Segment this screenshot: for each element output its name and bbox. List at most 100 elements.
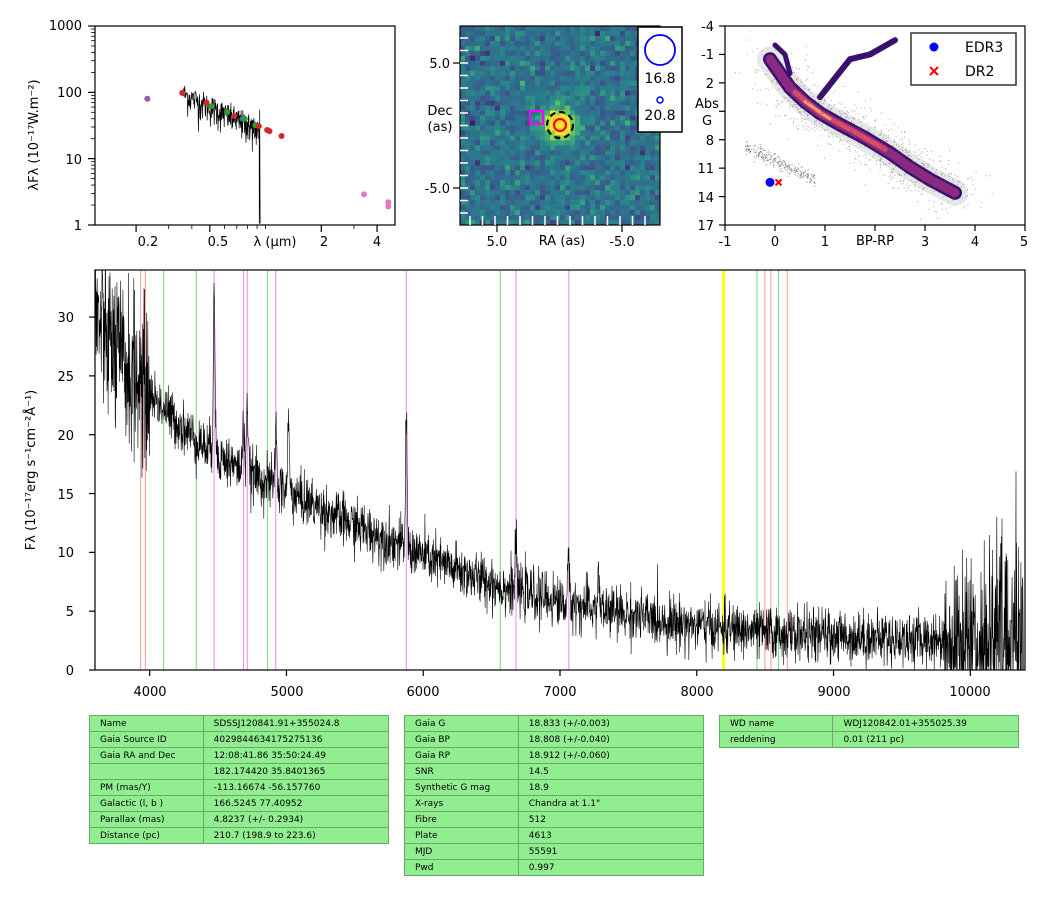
- spectrum-xtick-9000: 9000: [817, 685, 850, 700]
- hr-xtick-minus1: -1: [719, 235, 732, 250]
- spectrum-xtick-10000: 10000: [949, 685, 990, 700]
- spectral-line-markers: [140, 270, 788, 670]
- hr-ticks: [719, 25, 1026, 231]
- table-value: 0.997: [517, 859, 705, 876]
- hr-xtick-0: 0: [771, 235, 779, 250]
- spectrum-ytick-15: 15: [57, 488, 74, 503]
- table-row: Synthetic G mag 18.9: [404, 779, 705, 796]
- table-key: Synthetic G mag: [404, 779, 519, 796]
- table-key: WD name: [718, 715, 834, 732]
- table-value: 18.9: [517, 779, 705, 796]
- spectrum-ytick-labels: 0 5 10 15 20 25 30: [57, 311, 74, 679]
- hr-ytick-minus1: -1: [701, 48, 714, 63]
- spectrum-flux-path: [95, 270, 1025, 670]
- spectrum-xtick-7000: 7000: [543, 685, 576, 700]
- sed-point-3: [208, 103, 215, 110]
- table-value: 18.808 (+/-0.040): [517, 731, 705, 748]
- hr-panel: EDR3 DR2 -4 -1 2 8 11 14 17 Abs G -1 0 1…: [695, 20, 1028, 250]
- spectrum-xtick-5000: 5000: [270, 685, 303, 700]
- table-row: Distance (pc) 210.7 (198.9 to 223.6): [89, 827, 390, 844]
- spectrum-ytick-10: 10: [57, 546, 74, 561]
- mag-16.8-icon: [644, 34, 676, 66]
- table-row: Gaia RP 18.912 (+/-0.060): [404, 747, 705, 764]
- sed-point-15: [385, 203, 392, 210]
- table-value: 0.01 (211 pc): [832, 731, 1019, 748]
- table-value: 166.5245 77.40952: [202, 795, 390, 812]
- hr-ytick-2: 2: [706, 77, 714, 92]
- table-key: X-rays: [404, 795, 519, 812]
- hr-ytick-minus4: -4: [701, 20, 714, 35]
- table-key: Name: [89, 715, 204, 732]
- hr-ytick-14: 14: [697, 191, 714, 206]
- gaia-aperture-circle: [545, 110, 575, 140]
- table-row: Pwd 0.997: [404, 859, 705, 876]
- sed-point-1: [179, 89, 186, 96]
- spectrum-xtick-labels: 4000 5000 6000 7000 8000 9000 10000: [133, 685, 990, 700]
- sed-point-7: [241, 115, 248, 122]
- hr-xtick-4: 4: [971, 235, 979, 250]
- sed-xtick-0.2: 0.2: [138, 235, 159, 250]
- table-key: Plate: [404, 827, 519, 844]
- hr-ytick-17: 17: [697, 219, 714, 234]
- table-row: WD name WDJ120842.01+355025.39: [718, 715, 1019, 732]
- hr-ylabel-line1: Abs: [695, 97, 719, 112]
- table-row: Gaia BP 18.808 (+/-0.040): [404, 731, 705, 748]
- table-row: Gaia G 18.833 (+/-0.003): [404, 715, 705, 732]
- spectrum-ytick-0: 0: [66, 664, 74, 679]
- spectrum-ylabel: Fλ (10⁻¹⁷erg s⁻¹cm⁻²Å⁻¹): [23, 390, 39, 550]
- spectrum-ytick-5: 5: [66, 605, 74, 620]
- sed-photometry-points: [144, 89, 392, 210]
- table-value: 12:08:41.86 35:50:24.49: [202, 747, 390, 764]
- table-value: -113.16674 -56.157760: [202, 779, 390, 796]
- table-value: 4.8237 (+/- 0.2934): [202, 811, 390, 828]
- table-key: [89, 763, 204, 780]
- sed-ylabel: λFλ (10⁻¹⁷W.m⁻²): [27, 79, 42, 190]
- sed-ytick-1000: 1000: [49, 19, 82, 34]
- gaia-dr2-position-marker: [529, 110, 544, 125]
- table-value: WDJ120842.01+355025.39: [832, 715, 1019, 732]
- table-key: Distance (pc): [89, 827, 204, 844]
- sed-point-14: [385, 199, 392, 206]
- table-value: 18.833 (+/-0.003): [517, 715, 705, 732]
- hr-density-map: [735, 30, 993, 220]
- image-xtick-minus5: -5.0: [609, 235, 634, 250]
- table-key: SNR: [404, 763, 519, 780]
- sed-point-5: [231, 112, 238, 119]
- table-value: SDSSJ120841.91+355024.8: [202, 715, 390, 732]
- photometry-table: Gaia G 18.833 (+/-0.003) Gaia BP 18.808 (+/…: [404, 715, 705, 876]
- spectrum-xtick-4000: 4000: [133, 685, 166, 700]
- table-row: MJD 55591: [404, 843, 705, 860]
- table-row: Galactic (l, b ) 166.5245 77.40952: [89, 795, 390, 812]
- table-key: Gaia G: [404, 715, 519, 732]
- image-xtick-5: 5.0: [487, 235, 508, 250]
- spectrum-panel: 0 5 10 15 20 25 30 4000 5000 6000 7000 8…: [23, 269, 1026, 700]
- sed-xtick-2: 2: [320, 235, 328, 250]
- astrometry-table: Name SDSSJ120841.91+355024.8 Gaia Source I…: [89, 715, 390, 844]
- table-value: 512: [517, 811, 705, 828]
- spectrum-background: [95, 270, 1025, 670]
- table-row: Gaia RA and Dec 12:08:41.86 35:50:24.49: [89, 747, 390, 764]
- table-value: 4613: [517, 827, 705, 844]
- image-ticks: [453, 37, 646, 232]
- image-ylabel-line2: (as): [428, 120, 453, 135]
- table-row: Name SDSSJ120841.91+355024.8: [89, 715, 390, 732]
- spectrum-ticks: [89, 316, 971, 676]
- sed-point-2: [203, 99, 210, 106]
- table-value: 4029844634175275136: [202, 731, 390, 748]
- table-row: Plate 4613: [404, 827, 705, 844]
- table-row: X-rays Chandra at 1.1": [404, 795, 705, 812]
- sed-point-13: [360, 191, 367, 198]
- image-legend-16.8: 16.8: [644, 71, 675, 87]
- table-row: SNR 14.5: [404, 763, 705, 780]
- image-xlabel: RA (as): [539, 234, 585, 249]
- spectrum-ytick-25: 25: [57, 370, 74, 385]
- table-row: Parallax (mas) 4.8237 (+/- 0.2934): [89, 811, 390, 828]
- edr3-point: [765, 177, 775, 187]
- sed-xtick-0.5: 0.5: [208, 235, 229, 250]
- image-ytick-minus5: -5.0: [425, 182, 450, 197]
- sed-point-12: [278, 132, 285, 139]
- hr-legend-edr3: EDR3: [965, 40, 1003, 56]
- table-row: reddening 0.01 (211 pc): [718, 731, 1019, 748]
- image-legend: 16.8 20.8: [637, 26, 683, 133]
- hr-ytick-11: 11: [697, 162, 714, 177]
